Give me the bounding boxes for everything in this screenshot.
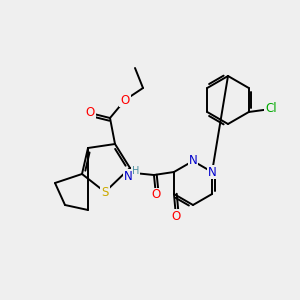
- Text: H: H: [132, 166, 140, 176]
- Text: N: N: [208, 166, 216, 178]
- Text: O: O: [151, 188, 160, 202]
- Text: O: O: [171, 209, 181, 223]
- Text: N: N: [124, 169, 132, 182]
- Text: O: O: [120, 94, 130, 106]
- Text: S: S: [101, 185, 109, 199]
- Text: Cl: Cl: [265, 103, 277, 116]
- Text: O: O: [85, 106, 94, 119]
- Text: N: N: [189, 154, 197, 167]
